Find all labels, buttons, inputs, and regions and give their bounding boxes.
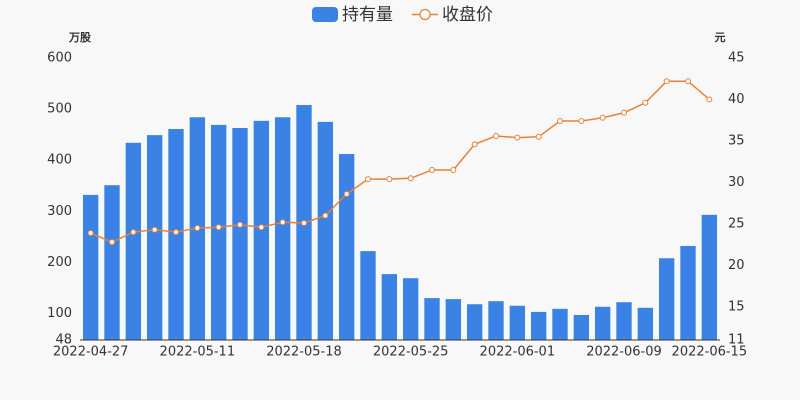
y2-axis-unit: 元	[715, 31, 726, 44]
price-point	[109, 239, 115, 246]
bar	[616, 302, 632, 340]
bar	[552, 308, 568, 340]
y-tick-label: 600	[47, 51, 72, 66]
price-point	[151, 226, 158, 233]
legend-label: 收盘价	[442, 5, 493, 25]
price-point	[322, 212, 329, 219]
price-point	[663, 78, 670, 85]
x-tick-label: 2022-06-01	[480, 345, 556, 360]
price-point	[706, 96, 713, 103]
bar	[360, 251, 376, 340]
x-tick-label: 2022-05-18	[266, 345, 342, 360]
bar	[573, 314, 590, 340]
price-point	[514, 134, 521, 141]
y-tick-label: 100	[47, 306, 72, 321]
bar	[104, 185, 120, 340]
price-point	[301, 220, 307, 227]
y2-tick-label: 20	[728, 258, 745, 273]
x-tick-label: 2022-05-25	[373, 345, 449, 360]
price-point	[343, 191, 350, 198]
bar	[210, 124, 227, 340]
price-point	[429, 166, 435, 173]
y2-tick-label: 11	[728, 333, 745, 348]
bar	[530, 311, 547, 340]
x-tick-label: 2022-06-09	[586, 345, 662, 360]
price-point	[237, 221, 243, 228]
bar	[402, 278, 419, 340]
bar	[466, 304, 483, 340]
bar	[680, 246, 696, 340]
bar	[146, 135, 163, 340]
y-tick-label: 400	[47, 153, 72, 168]
y-axis-unit: 万股	[68, 31, 92, 44]
bar	[338, 154, 355, 340]
bar	[125, 142, 142, 340]
bar	[317, 121, 334, 340]
price-point	[599, 114, 606, 121]
price-point	[130, 229, 137, 236]
price-point	[365, 176, 371, 183]
y2-tick-label: 30	[728, 175, 745, 190]
price-point	[642, 99, 649, 106]
y2-tick-label: 35	[728, 133, 745, 148]
bar	[509, 305, 526, 340]
price-point	[685, 78, 691, 85]
legend-swatch	[419, 8, 431, 21]
y2-tick-label: 40	[728, 92, 745, 107]
bar	[658, 258, 675, 340]
price-point	[493, 132, 499, 139]
y-tick-label: 300	[47, 204, 72, 219]
bar	[488, 301, 504, 340]
bar	[274, 117, 291, 341]
y2-tick-label: 25	[728, 216, 745, 231]
y-tick-label: 48	[55, 333, 72, 348]
bar	[253, 120, 270, 340]
bar	[594, 306, 611, 340]
legend-label: 持有量	[342, 5, 393, 25]
price-point	[215, 224, 222, 231]
legend-swatch	[312, 7, 338, 22]
bar	[701, 214, 718, 340]
y-tick-label: 500	[47, 102, 72, 117]
bar	[424, 298, 440, 340]
price-point	[535, 133, 542, 140]
bar	[381, 274, 398, 340]
bar	[232, 127, 248, 340]
price-line	[90, 80, 710, 243]
price-point	[87, 230, 94, 237]
price-point	[450, 166, 457, 173]
x-tick-label: 2022-05-11	[160, 345, 236, 360]
y2-tick-label: 45	[728, 51, 745, 66]
x-tick-label: 2022-04-27	[53, 345, 129, 360]
y2-tick-label: 15	[728, 299, 745, 314]
bar	[637, 307, 654, 340]
price-point	[386, 176, 393, 183]
price-point	[194, 225, 201, 232]
price-point	[258, 224, 265, 231]
bar	[445, 299, 462, 340]
price-point	[407, 175, 414, 182]
bar	[82, 194, 99, 340]
price-point	[578, 118, 585, 125]
x-tick-label: 2022-06-15	[672, 345, 748, 360]
price-point	[279, 219, 286, 226]
price-point	[471, 141, 478, 148]
price-point	[621, 109, 627, 116]
price-point	[557, 118, 563, 125]
y-tick-label: 200	[47, 255, 72, 270]
price-point	[173, 229, 179, 236]
